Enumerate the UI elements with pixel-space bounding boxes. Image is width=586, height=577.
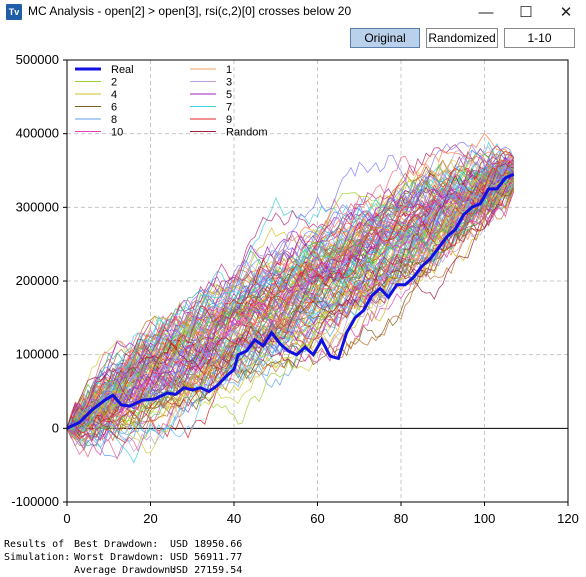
results-label-line1: Results of [4,539,65,550]
random-series-line [66,179,514,433]
average-drawdown-value: USD 27159.54 [170,565,243,576]
x-tick-label: 40 [227,511,241,526]
random-series-line [66,165,515,450]
random-series-line [66,191,515,456]
legend-label: 8 [111,114,117,126]
random-series-line [66,183,515,429]
random-series-line [66,167,514,429]
y-tick-label: 200000 [16,273,59,288]
worst-drawdown-label: Worst Drawdown: [74,552,165,563]
monte-carlo-chart: -100000 0 100000 200000 300000 400000 500000 0 2… [11,52,579,526]
random-series-line [66,159,514,435]
legend-label: Real [111,64,134,76]
y-tick-label: 300000 [16,199,59,214]
random-series-line [66,150,515,429]
average-drawdown-label: Average Drawdown: [74,565,177,576]
random-series-line [66,173,514,429]
random-series-line [66,149,514,429]
legend-label: 6 [111,102,117,114]
random-series-line [66,179,515,435]
random-series-line [66,180,515,438]
random-series-line [66,171,515,432]
random-series-line [66,166,514,429]
original-button[interactable]: Original [350,28,420,48]
series-layer [66,132,515,464]
y-tick-label: 500000 [16,52,59,67]
random-series-line [66,178,514,430]
y-tick-label: 0 [52,420,59,435]
random-series-line [66,173,515,429]
legend-label: 2 [111,77,117,89]
y-tick-label: 100000 [16,347,59,362]
minimize-icon: — [478,3,494,21]
random-series-line [66,173,515,429]
window-title: MC Analysis - open[2] > open[3], rsi(c,2… [28,4,352,18]
axes: -100000 0 100000 200000 300000 400000 500000 0 2… [11,52,579,526]
range-button[interactable]: 1-10 [504,28,575,48]
maximize-icon: ☐ [519,4,533,21]
random-series-line [66,160,515,460]
best-drawdown-value: USD 18950.66 [170,539,243,550]
minimize-button[interactable]: — [466,0,506,24]
close-icon: ✕ [559,4,573,21]
x-tick-label: 100 [474,511,496,526]
legend-label: 4 [111,89,117,101]
random-series-line [66,168,514,438]
results-label-line2: Simulation: [4,552,71,563]
x-tick-label: 0 [63,511,70,526]
random-series-line [66,146,514,429]
legend-label: 9 [226,114,232,126]
worst-drawdown-value: USD 56911.77 [170,552,243,563]
title-bar: Tv MC Analysis - open[2] > open[3], rsi(… [0,0,586,24]
x-tick-label: 120 [557,511,579,526]
legend-label: 5 [226,89,232,101]
x-tick-label: 20 [143,511,157,526]
maximize-button[interactable]: ☐ [506,0,546,24]
real-series-line [66,172,515,430]
random-series-line [66,155,515,429]
best-drawdown-label: Best Drawdown: [74,539,159,550]
y-tick-label: -100000 [11,494,59,509]
randomized-button[interactable]: Randomized [426,28,498,48]
y-tick-label: 400000 [16,126,59,141]
x-tick-label: 80 [394,511,408,526]
simulation-results: Results of Best Drawdown: USD 18950.66 S… [4,538,242,577]
random-series-line [66,171,514,437]
random-series-line [66,184,514,429]
app-icon: Tv [6,4,22,20]
random-series-line [66,166,514,429]
random-series-line [66,173,515,441]
close-button[interactable]: ✕ [546,0,586,24]
legend-label: 7 [226,102,232,114]
legend-label: 1 [226,64,232,76]
legend: Real 1 2 3 4 5 6 7 8 9 10 Random [75,64,268,139]
x-tick-label: 60 [310,511,324,526]
random-series-line [66,161,515,429]
legend-label: 10 [111,127,123,139]
legend-label: 3 [226,77,232,89]
legend-label: Random [226,127,268,139]
random-series-line [66,163,514,429]
